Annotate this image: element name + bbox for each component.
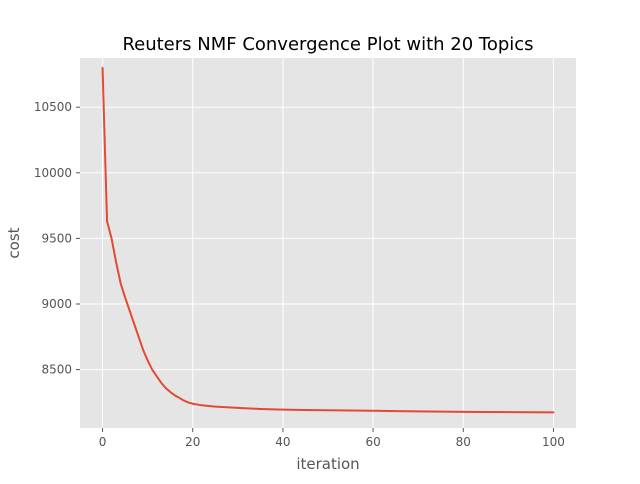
x-tick-label: 100 bbox=[542, 435, 565, 449]
series-lines bbox=[101, 66, 555, 414]
axes: 0 20 40 60 80 100 8500 9000 9500 10000 10500 bbox=[34, 100, 565, 449]
series-line bbox=[101, 66, 555, 414]
x-tick-label: 80 bbox=[456, 435, 471, 449]
x-tick-label: 40 bbox=[275, 435, 290, 449]
y-axis-label: cost bbox=[5, 227, 23, 258]
x-tick-label: 60 bbox=[365, 435, 380, 449]
x-axis-label: iteration bbox=[296, 455, 359, 473]
x-tick-label: 20 bbox=[185, 435, 200, 449]
x-tick-label: 0 bbox=[99, 435, 107, 449]
y-tick-label: 9000 bbox=[41, 297, 72, 311]
y-tick-label: 9500 bbox=[41, 231, 72, 245]
chart-title: Reuters NMF Convergence Plot with 20 Top… bbox=[122, 34, 533, 55]
y-tick-label: 10500 bbox=[34, 100, 72, 114]
y-tick-label: 10000 bbox=[34, 166, 72, 180]
grid-lines bbox=[80, 58, 576, 428]
y-tick-label: 8500 bbox=[41, 363, 72, 377]
plot-area bbox=[80, 58, 576, 428]
